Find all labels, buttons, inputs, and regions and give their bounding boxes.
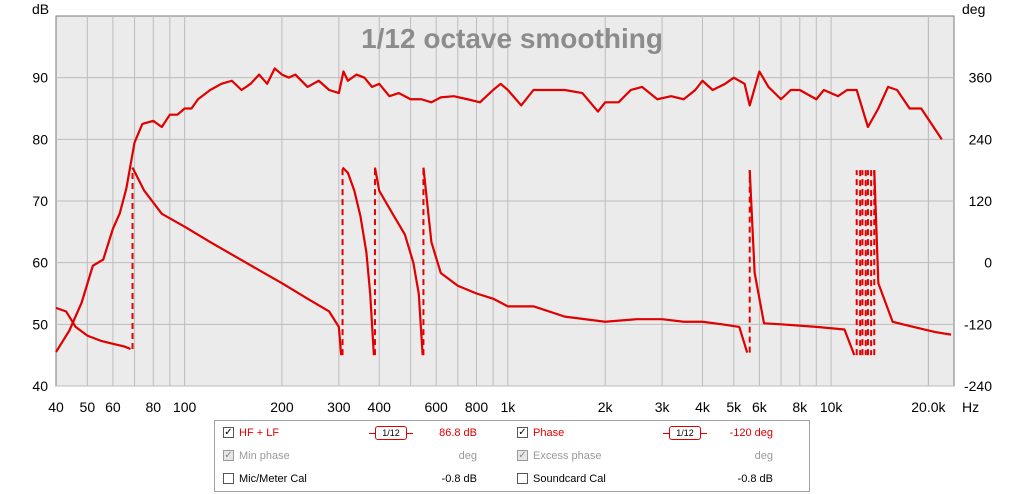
soundcard-cal-checkbox[interactable] xyxy=(517,473,528,484)
series-line xyxy=(131,167,343,356)
legend-row-mic-cal: Mic/Meter Cal -0.8 dB xyxy=(215,469,511,489)
excess-phase-label: Excess phase xyxy=(533,450,602,462)
y-tick-label-left: 40 xyxy=(32,378,48,394)
hf-lf-label: HF + LF xyxy=(239,427,280,439)
tick-labels: 40 50 60 80 100 200 300 400 600 800 1k 2k 3k 4k 5k 6k 8k… xyxy=(32,70,992,415)
x-tick-label: 800 xyxy=(465,399,489,415)
hf-lf-checkbox[interactable]: ✓ xyxy=(223,427,234,438)
series-line xyxy=(55,306,131,351)
x-tick-label: 3k xyxy=(655,399,671,415)
series-line xyxy=(422,167,749,353)
legend-row-soundcard-cal: Soundcard Cal -0.8 dB xyxy=(511,469,809,489)
x-tick-label: 600 xyxy=(424,399,448,415)
y-tick-label-right: -120 xyxy=(964,316,992,332)
x-tick-label: 2k xyxy=(598,399,614,415)
x-tick-label: 200 xyxy=(270,399,294,415)
excess-phase-checkbox[interactable]: ✓ xyxy=(517,450,528,461)
legend-row-excess-phase: ✓ Excess phase deg xyxy=(511,446,809,466)
x-tick-label: 10k xyxy=(820,399,844,415)
x-tick-label: 4k xyxy=(695,399,711,415)
y-tick-label-right: 360 xyxy=(969,70,993,86)
mic-cal-label: Mic/Meter Cal xyxy=(239,473,307,485)
hf-lf-smoothing-button[interactable]: 1/12 xyxy=(369,426,413,440)
legend-panel: ✓ HF + LF 1/12 86.8 dB ✓ Phase 1/12 -120… xyxy=(214,420,810,492)
y-tick-label-right: 0 xyxy=(984,255,992,271)
soundcard-cal-label: Soundcard Cal xyxy=(533,473,606,485)
series-line xyxy=(373,167,424,356)
x-axis-label: Hz xyxy=(962,399,979,415)
hf-lf-value: 86.8 dB xyxy=(439,427,477,439)
x-tick-label: 6k xyxy=(752,399,768,415)
series-line xyxy=(748,170,856,356)
mic-cal-value: -0.8 dB xyxy=(441,473,477,485)
min-phase-label: Min phase xyxy=(239,450,290,462)
x-tick-label: 100 xyxy=(173,399,197,415)
grid-lines xyxy=(56,16,954,387)
x-tick-label: 40 xyxy=(48,399,64,415)
soundcard-cal-value: -0.8 dB xyxy=(737,473,773,485)
phase-label: Phase xyxy=(533,427,565,439)
y-tick-label-left: 90 xyxy=(32,70,48,86)
y-tick-label-right: 240 xyxy=(969,131,993,147)
min-phase-value: deg xyxy=(458,450,477,462)
phase-smoothing-button[interactable]: 1/12 xyxy=(663,426,707,440)
x-tick-label: 20.0k xyxy=(911,399,946,415)
y-tick-label-left: 80 xyxy=(32,131,48,147)
y-tick-label-left: 60 xyxy=(32,255,48,271)
y-tick-label-left: 50 xyxy=(32,316,48,332)
series-line xyxy=(341,166,375,356)
x-tick-label: 1k xyxy=(500,399,516,415)
series-line xyxy=(873,170,952,336)
series-group xyxy=(55,67,952,356)
x-tick-label: 8k xyxy=(792,399,808,415)
phase-value: -120 deg xyxy=(729,427,773,439)
frequency-response-chart: 1/12 octave smoothing dB deg Hz 40 50 60 80… xyxy=(32,1,992,415)
y-tick-label-left: 70 xyxy=(32,193,48,209)
y-tick-label-right: 120 xyxy=(969,193,993,209)
min-phase-checkbox[interactable]: ✓ xyxy=(223,450,234,461)
left-axis-label: dB xyxy=(32,1,49,17)
x-tick-label: 50 xyxy=(80,399,96,415)
mic-cal-checkbox[interactable] xyxy=(223,473,234,484)
excess-phase-value: deg xyxy=(754,450,773,462)
legend-row-min-phase: ✓ Min phase deg xyxy=(215,446,511,466)
chart-title: 1/12 octave smoothing xyxy=(361,23,663,54)
x-tick-label: 300 xyxy=(327,399,351,415)
phase-checkbox[interactable]: ✓ xyxy=(517,427,528,438)
x-tick-label: 80 xyxy=(146,399,162,415)
x-tick-label: 60 xyxy=(105,399,121,415)
x-tick-label: 400 xyxy=(368,399,392,415)
legend-row-hf-lf: ✓ HF + LF 1/12 86.8 dB xyxy=(215,423,511,443)
legend-row-phase: ✓ Phase 1/12 -120 deg xyxy=(511,423,809,443)
series-line xyxy=(55,67,943,353)
y-tick-label-right: -240 xyxy=(964,378,992,394)
x-tick-label: 5k xyxy=(726,399,742,415)
right-axis-label: deg xyxy=(962,1,985,17)
